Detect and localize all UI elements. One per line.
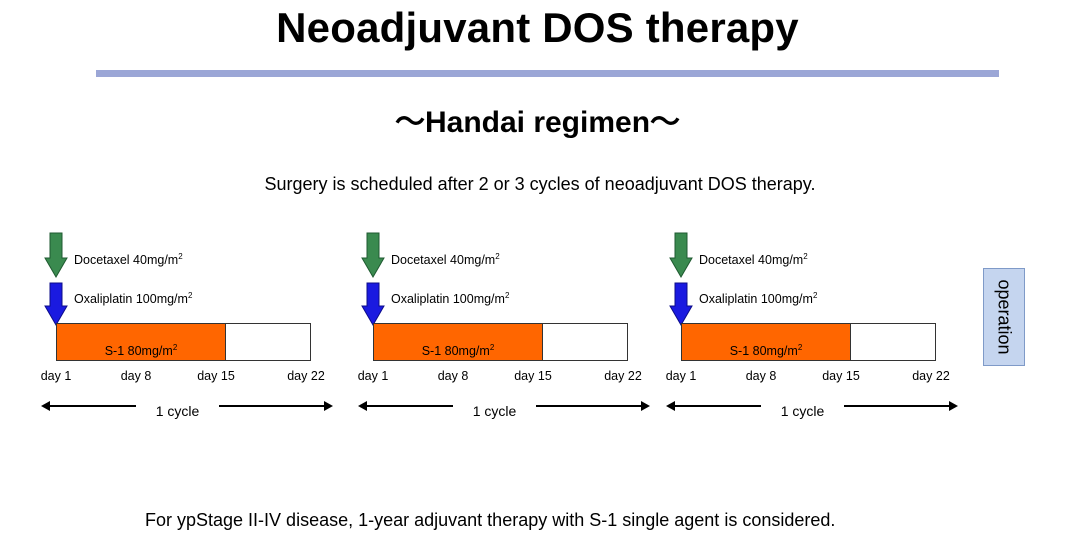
docetaxel-label: Docetaxel 40mg/m2 — [391, 252, 500, 268]
s1-label: S-1 80mg/m2 — [729, 343, 803, 359]
cycle-arrowhead-right — [641, 401, 650, 411]
rest-period-bar — [542, 323, 628, 361]
cycle-span-line — [671, 405, 761, 407]
rest-period-bar — [225, 323, 311, 361]
title-divider — [96, 70, 999, 77]
cycle-label: 1 cycle — [155, 403, 200, 419]
operation-label: operation — [994, 279, 1015, 355]
cycle-arrowhead-left — [358, 401, 367, 411]
day-22-label: day 22 — [912, 369, 950, 383]
day-1-label: day 1 — [40, 369, 72, 383]
cycle-span-line — [219, 405, 325, 407]
treatment-cycle: Docetaxel 40mg/m2 Oxaliplatin 100mg/m2 S… — [40, 224, 374, 424]
cycle-arrowhead-left — [666, 401, 675, 411]
oxaliplatin-arrow-icon — [44, 282, 68, 326]
oxaliplatin-label: Oxaliplatin 100mg/m2 — [699, 291, 818, 307]
cycle-arrowhead-left — [41, 401, 50, 411]
day-15-label: day 15 — [514, 369, 552, 383]
day-22-label: day 22 — [287, 369, 325, 383]
day-8-label: day 8 — [437, 369, 469, 383]
schedule-note: Surgery is scheduled after 2 or 3 cycles… — [264, 174, 816, 194]
docetaxel-label: Docetaxel 40mg/m2 — [74, 252, 183, 268]
day-1-label: day 1 — [665, 369, 697, 383]
day-22-label: day 22 — [604, 369, 642, 383]
page-title: Neoadjuvant DOS therapy — [276, 4, 799, 51]
oxaliplatin-arrow-icon — [361, 282, 385, 326]
docetaxel-arrow-icon — [361, 232, 385, 278]
day-15-label: day 15 — [822, 369, 860, 383]
day-1-label: day 1 — [357, 369, 389, 383]
cycle-label: 1 cycle — [780, 403, 825, 419]
docetaxel-arrow-icon — [669, 232, 693, 278]
rest-period-bar — [850, 323, 936, 361]
day-8-label: day 8 — [120, 369, 152, 383]
oxaliplatin-arrow-icon — [669, 282, 693, 326]
cycle-span-line — [46, 405, 136, 407]
day-8-label: day 8 — [745, 369, 777, 383]
s1-dosing-bar — [56, 323, 226, 361]
docetaxel-arrow-icon — [44, 232, 68, 278]
treatment-cycle: Docetaxel 40mg/m2 Oxaliplatin 100mg/m2 S… — [357, 224, 691, 424]
s1-label: S-1 80mg/m2 — [421, 343, 495, 359]
cycle-label: 1 cycle — [472, 403, 517, 419]
adjuvant-footnote: For ypStage II-IV disease, 1-year adjuva… — [145, 510, 836, 530]
cycle-span-line — [536, 405, 642, 407]
treatment-cycle: Docetaxel 40mg/m2 Oxaliplatin 100mg/m2 S… — [665, 224, 999, 424]
s1-dosing-bar — [681, 323, 851, 361]
docetaxel-label: Docetaxel 40mg/m2 — [699, 252, 808, 268]
oxaliplatin-label: Oxaliplatin 100mg/m2 — [74, 291, 193, 307]
cycle-span-line — [844, 405, 950, 407]
cycle-arrowhead-right — [324, 401, 333, 411]
operation-box: operation — [983, 268, 1025, 366]
s1-label: S-1 80mg/m2 — [104, 343, 178, 359]
s1-dosing-bar — [373, 323, 543, 361]
oxaliplatin-label: Oxaliplatin 100mg/m2 — [391, 291, 510, 307]
day-15-label: day 15 — [197, 369, 235, 383]
cycle-span-line — [363, 405, 453, 407]
cycle-arrowhead-right — [949, 401, 958, 411]
regimen-subtitle: ～Handai regimen～ — [394, 106, 681, 139]
